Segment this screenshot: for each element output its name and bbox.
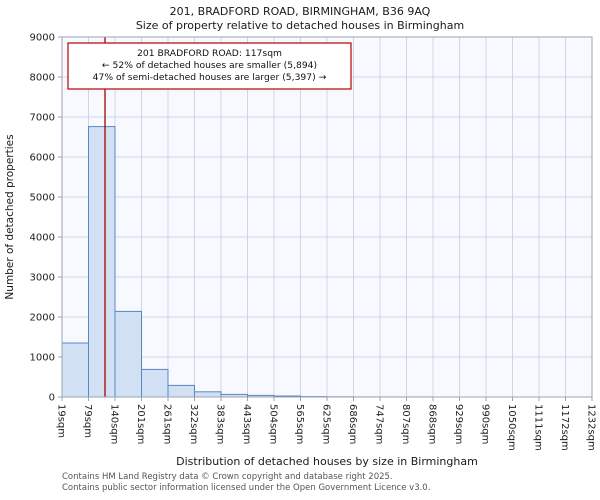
svg-text:261sqm: 261sqm bbox=[162, 404, 173, 444]
svg-text:3000: 3000 bbox=[30, 273, 55, 284]
footer-line-1: Contains HM Land Registry data © Crown c… bbox=[62, 472, 393, 482]
svg-text:868sqm: 868sqm bbox=[427, 404, 438, 444]
svg-text:7000: 7000 bbox=[30, 113, 55, 124]
svg-text:8000: 8000 bbox=[30, 73, 55, 84]
svg-text:686sqm: 686sqm bbox=[347, 404, 358, 444]
svg-text:6000: 6000 bbox=[30, 153, 55, 164]
svg-text:4000: 4000 bbox=[30, 233, 55, 244]
histogram-bar bbox=[194, 391, 222, 398]
annotation-line: 47% of semi-detached houses are larger (… bbox=[93, 72, 327, 83]
svg-text:504sqm: 504sqm bbox=[268, 404, 279, 444]
histogram-bar bbox=[114, 310, 142, 398]
svg-text:19sqm: 19sqm bbox=[56, 404, 67, 438]
svg-text:807sqm: 807sqm bbox=[400, 404, 411, 444]
svg-text:1172sqm: 1172sqm bbox=[559, 404, 570, 451]
svg-text:9000: 9000 bbox=[30, 33, 55, 44]
svg-text:201sqm: 201sqm bbox=[135, 404, 146, 444]
histogram-bar bbox=[141, 368, 169, 398]
chart-title: 201, BRADFORD ROAD, BIRMINGHAM, B36 9AQ bbox=[169, 5, 431, 18]
svg-text:79sqm: 79sqm bbox=[82, 404, 93, 438]
annotation-box bbox=[67, 42, 352, 90]
annotation-line: 201 BRADFORD ROAD: 117sqm bbox=[137, 48, 282, 59]
histogram-chart: 0 1000 2000 3000 4000 5000 6000 7000 8000 9000 19s… bbox=[4, 33, 597, 451]
annotation-line: ← 52% of detached houses are smaller (5,… bbox=[102, 60, 317, 71]
svg-text:1000: 1000 bbox=[30, 353, 55, 364]
footer-line-2: Contains public sector information licen… bbox=[62, 483, 431, 494]
svg-text:990sqm: 990sqm bbox=[480, 404, 491, 444]
svg-text:1050sqm: 1050sqm bbox=[506, 404, 517, 451]
histogram-bar bbox=[61, 342, 89, 398]
svg-text:383sqm: 383sqm bbox=[215, 404, 226, 444]
histogram-bar bbox=[167, 384, 195, 398]
chart-subtitle: Size of property relative to detached ho… bbox=[135, 19, 465, 32]
svg-text:1111sqm: 1111sqm bbox=[533, 404, 544, 451]
svg-text:322sqm: 322sqm bbox=[188, 404, 199, 444]
svg-text:625sqm: 625sqm bbox=[321, 404, 332, 444]
svg-text:0: 0 bbox=[49, 393, 55, 404]
svg-text:1232sqm: 1232sqm bbox=[586, 404, 597, 451]
svg-text:443sqm: 443sqm bbox=[241, 404, 252, 444]
histogram-bar bbox=[88, 126, 116, 398]
x-axis-title: Distribution of detached houses by size … bbox=[176, 455, 478, 468]
svg-text:5000: 5000 bbox=[30, 193, 55, 204]
footer: Contains HM Land Registry data © Crown c… bbox=[62, 472, 600, 494]
svg-text:140sqm: 140sqm bbox=[109, 404, 120, 444]
svg-text:747sqm: 747sqm bbox=[374, 404, 385, 444]
svg-text:565sqm: 565sqm bbox=[294, 404, 305, 444]
chart-container: 0 1000 2000 3000 4000 5000 6000 7000 8000 9000 19s… bbox=[0, 33, 600, 457]
svg-text:2000: 2000 bbox=[30, 313, 55, 324]
y-axis-title: Number of detached properties bbox=[4, 134, 16, 299]
svg-text:929sqm: 929sqm bbox=[453, 404, 464, 444]
chart-titles: 201, BRADFORD ROAD, BIRMINGHAM, B36 9AQ … bbox=[0, 0, 600, 33]
